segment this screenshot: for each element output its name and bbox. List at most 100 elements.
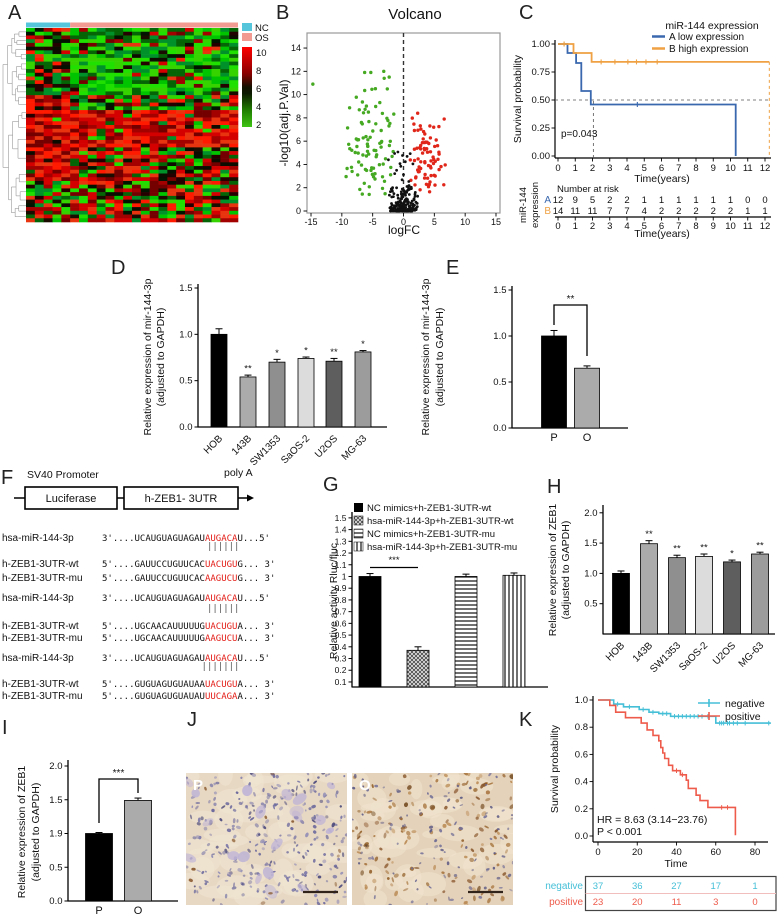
- svg-ellipse: [441, 776, 457, 791]
- svg-rect: [87, 76, 97, 81]
- svg-circle: [437, 167, 441, 172]
- svg-rect: [26, 42, 36, 47]
- svg-rect: [61, 218, 71, 223]
- svg-circle: [380, 139, 384, 144]
- svg-rect: [132, 46, 142, 51]
- svg-rect: [202, 169, 212, 174]
- svg-ellipse: [353, 773, 357, 779]
- svg-rect: [193, 61, 203, 66]
- svg-circle: [378, 100, 382, 105]
- svg-text: B: [544, 206, 551, 217]
- svg-rect: [158, 50, 168, 55]
- svg-circle: [381, 162, 385, 166]
- svg-rect: [149, 110, 159, 115]
- svg-rect: [61, 65, 71, 70]
- svg-rect: [70, 39, 80, 44]
- svg-rect: [79, 180, 89, 185]
- svg-rect: [211, 151, 221, 156]
- svg-rect: [96, 177, 106, 182]
- svg-ellipse: [509, 888, 513, 892]
- svg-rect: [132, 121, 142, 126]
- svg-text: 1.0: [179, 329, 192, 340]
- svg-text: 20: [632, 897, 643, 908]
- svg-ellipse: [217, 871, 221, 875]
- svg-rect: [87, 54, 97, 59]
- svg-ellipse: [366, 787, 370, 792]
- svg-ellipse: [475, 816, 479, 820]
- svg-rect: [43, 57, 53, 62]
- svg-rect: [87, 80, 97, 85]
- svg-rect: [167, 162, 177, 167]
- svg-ellipse: [250, 864, 254, 869]
- svg-rect: [132, 203, 142, 208]
- svg-rect: [210, 333, 228, 428]
- svg-rect: [185, 91, 195, 96]
- svg-ellipse: [215, 781, 220, 785]
- svg-rect: [114, 132, 124, 137]
- svg-rect: [176, 218, 186, 223]
- svg-rect: [132, 128, 142, 133]
- svg-circle: [367, 119, 371, 124]
- svg-rect: [87, 199, 97, 204]
- svg-rect: [87, 95, 97, 100]
- svg-rect: [176, 83, 186, 88]
- svg-ellipse: [225, 802, 230, 806]
- svg-text: 80: [750, 847, 761, 858]
- svg-ellipse: [292, 847, 296, 852]
- svg-rect: [140, 151, 150, 156]
- svg-rect: [202, 210, 212, 215]
- svg-rect: [123, 65, 133, 70]
- svg-rect: [140, 210, 150, 215]
- svg-rect: [61, 106, 71, 111]
- svg-rect: [96, 158, 106, 163]
- svg-rect: [167, 80, 177, 85]
- svg-rect: [574, 367, 600, 429]
- svg-ellipse: [435, 778, 439, 783]
- svg-ellipse: [443, 795, 448, 798]
- svg-rect: [612, 573, 630, 635]
- svg-rect: [61, 184, 71, 189]
- svg-rect: [26, 69, 36, 74]
- svg-rect: [229, 83, 239, 88]
- svg-rect: [70, 151, 80, 156]
- svg-rect: [229, 46, 239, 51]
- svg-ellipse: [335, 835, 338, 838]
- svg-rect: [34, 203, 44, 208]
- svg-circle: [393, 172, 397, 176]
- svg-rect: [34, 195, 44, 200]
- svg-ellipse: [308, 807, 312, 811]
- svg-ellipse: [304, 851, 308, 856]
- svg-rect: [114, 210, 124, 215]
- svg-rect: [87, 203, 97, 208]
- volcano-title: Volcano: [388, 6, 441, 23]
- svg-ellipse: [266, 794, 271, 800]
- svg-rect: [167, 210, 177, 215]
- svg-ellipse: [312, 825, 317, 829]
- svg-rect: [87, 136, 97, 141]
- svg-rect: [132, 39, 142, 44]
- svg-rect: [220, 218, 230, 223]
- svg-rect: [211, 169, 221, 174]
- svg-ellipse: [404, 839, 408, 845]
- svg-rect: [114, 95, 124, 100]
- svg-rect: [123, 210, 133, 215]
- svg-rect: [211, 203, 221, 208]
- svg-ellipse: [213, 791, 217, 795]
- svg-circle: [388, 121, 392, 126]
- svg-ellipse: [231, 886, 237, 890]
- svg-rect: [34, 54, 44, 59]
- svg-rect: [87, 106, 97, 111]
- svg-rect: [34, 57, 44, 62]
- svg-ellipse: [487, 897, 491, 904]
- svg-text: 0.2: [575, 804, 588, 815]
- svg-circle: [360, 192, 364, 196]
- svg-circle: [442, 117, 446, 121]
- svg-rect: [96, 210, 106, 215]
- svg-rect: [61, 177, 71, 182]
- svg-ellipse: [468, 786, 472, 790]
- km-k-xlabel: Time: [665, 858, 688, 870]
- svg-rect: [79, 154, 89, 159]
- svg-rect: [26, 87, 36, 92]
- svg-rect: [79, 207, 89, 212]
